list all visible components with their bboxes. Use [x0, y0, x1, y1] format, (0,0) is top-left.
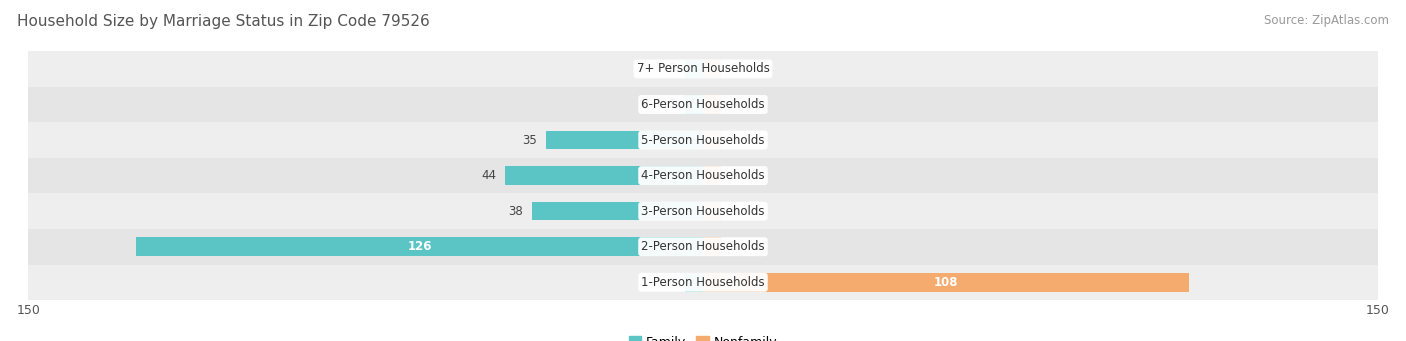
- Bar: [531, 202, 703, 220]
- Bar: [703, 202, 721, 220]
- Text: 0: 0: [730, 98, 737, 111]
- Text: 0: 0: [669, 62, 676, 75]
- Text: 7+ Person Households: 7+ Person Households: [637, 62, 769, 75]
- Bar: [703, 237, 721, 256]
- Text: 6-Person Households: 6-Person Households: [641, 98, 765, 111]
- Text: 44: 44: [481, 169, 496, 182]
- Text: 3: 3: [730, 240, 737, 253]
- Bar: [136, 237, 703, 256]
- Legend: Family, Nonfamily: Family, Nonfamily: [628, 336, 778, 341]
- Bar: [28, 265, 1378, 300]
- Text: 126: 126: [408, 240, 432, 253]
- Text: 0: 0: [730, 134, 737, 147]
- Bar: [28, 51, 1378, 87]
- Text: 108: 108: [934, 276, 959, 289]
- Text: 38: 38: [509, 205, 523, 218]
- Bar: [28, 229, 1378, 265]
- Text: 4-Person Households: 4-Person Households: [641, 169, 765, 182]
- Text: 2-Person Households: 2-Person Households: [641, 240, 765, 253]
- Text: 0: 0: [730, 169, 737, 182]
- Text: 0: 0: [730, 62, 737, 75]
- Bar: [505, 166, 703, 185]
- Text: Household Size by Marriage Status in Zip Code 79526: Household Size by Marriage Status in Zip…: [17, 14, 430, 29]
- Bar: [685, 95, 703, 114]
- Bar: [546, 131, 703, 149]
- Text: 0: 0: [730, 205, 737, 218]
- Bar: [703, 131, 721, 149]
- Bar: [28, 87, 1378, 122]
- Text: 5-Person Households: 5-Person Households: [641, 134, 765, 147]
- Bar: [685, 60, 703, 78]
- Bar: [703, 273, 1189, 292]
- Bar: [28, 193, 1378, 229]
- Text: 3-Person Households: 3-Person Households: [641, 205, 765, 218]
- Bar: [703, 166, 721, 185]
- Bar: [28, 122, 1378, 158]
- Text: 35: 35: [522, 134, 537, 147]
- Text: 0: 0: [669, 276, 676, 289]
- Text: 1-Person Households: 1-Person Households: [641, 276, 765, 289]
- Text: Source: ZipAtlas.com: Source: ZipAtlas.com: [1264, 14, 1389, 27]
- Bar: [28, 158, 1378, 193]
- Bar: [685, 273, 703, 292]
- Bar: [703, 60, 721, 78]
- Bar: [703, 95, 721, 114]
- Text: 2: 2: [668, 98, 676, 111]
